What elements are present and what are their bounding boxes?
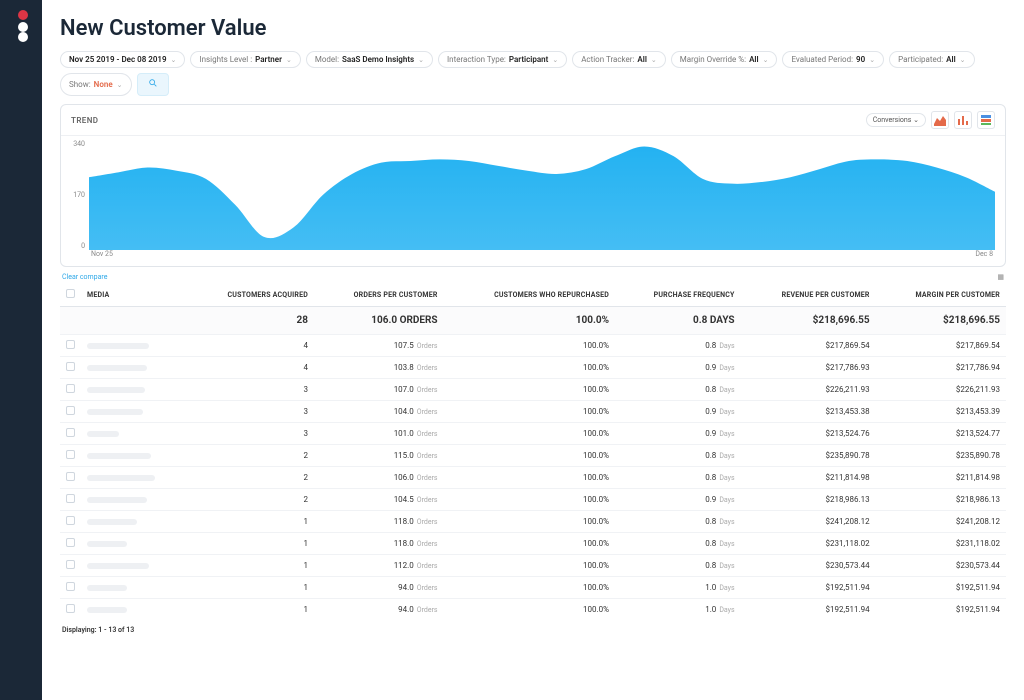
logo-dot-white-1 <box>18 22 28 32</box>
media-placeholder <box>87 453 151 459</box>
media-placeholder <box>87 475 155 481</box>
media-placeholder <box>87 343 149 349</box>
chevron-down-icon: ⌄ <box>763 56 769 64</box>
table-row[interactable]: 2106.0Orders100.0%0.8Days$211,814.98$211… <box>60 467 1006 489</box>
col-revenue[interactable]: REVENUE PER CUSTOMER <box>741 283 876 307</box>
col-frequency[interactable]: PURCHASE FREQUENCY <box>615 283 741 307</box>
row-checkbox[interactable] <box>66 472 75 481</box>
table-row[interactable]: 3101.0Orders100.0%0.9Days$213,524.76$213… <box>60 423 1006 445</box>
row-checkbox[interactable] <box>66 560 75 569</box>
table-row[interactable]: 2115.0Orders100.0%0.8Days$235,890.78$235… <box>60 445 1006 467</box>
search-button[interactable] <box>137 73 169 96</box>
filter-bar: Nov 25 2019 - Dec 08 2019⌄ Insights Level… <box>60 51 1006 96</box>
table-row[interactable]: 194.0Orders100.0%1.0Days$192,511.94$192,… <box>60 577 1006 599</box>
chart-type-stack-button[interactable] <box>977 111 995 129</box>
row-checkbox[interactable] <box>66 494 75 503</box>
row-checkbox[interactable] <box>66 384 75 393</box>
totals-row: 28106.0 ORDERS100.0%0.8 DAYS$218,696.55$… <box>60 307 1006 335</box>
col-repurchased[interactable]: CUSTOMERS WHO REPURCHASED <box>444 283 615 307</box>
chevron-down-icon: ⌄ <box>418 56 424 64</box>
table-row[interactable]: 3107.0Orders100.0%0.8Days$226,211.93$226… <box>60 379 1006 401</box>
filter-pill[interactable]: Nov 25 2019 - Dec 08 2019⌄ <box>60 51 185 68</box>
table-row[interactable]: 4107.5Orders100.0%0.8Days$217,869.54$217… <box>60 335 1006 357</box>
row-checkbox[interactable] <box>66 516 75 525</box>
show-filter[interactable]: Show: None ⌄ <box>60 73 132 96</box>
chart-x-ticks: Nov 25 Dec 8 <box>89 250 995 258</box>
table-row[interactable]: 2104.5Orders100.0%0.9Days$218,986.13$218… <box>60 489 1006 511</box>
table-row[interactable]: 1118.0Orders100.0%0.8Days$231,118.02$231… <box>60 533 1006 555</box>
media-placeholder <box>87 409 143 415</box>
trend-card: TREND Conversions ⌄ 340 170 0 Nov 25 Dec… <box>60 104 1006 267</box>
chart-y-ticks: 340 170 0 <box>65 140 85 250</box>
row-checkbox[interactable] <box>66 406 75 415</box>
row-checkbox[interactable] <box>66 428 75 437</box>
media-placeholder <box>87 519 137 525</box>
chart-metric-dropdown[interactable]: Conversions ⌄ <box>866 113 926 127</box>
trend-title: TREND <box>71 116 98 125</box>
media-placeholder <box>87 607 127 613</box>
filter-pill[interactable]: Participated:All⌄ <box>889 51 974 68</box>
chevron-down-icon: ⌄ <box>960 56 966 64</box>
data-table: MEDIA CUSTOMERS ACQUIRED ORDERS PER CUST… <box>60 283 1006 620</box>
chart-type-bar-button[interactable] <box>954 111 972 129</box>
logo-dot-red <box>18 10 28 20</box>
show-filter-label: Show: <box>69 80 91 89</box>
chevron-down-icon: ⌄ <box>286 56 292 64</box>
trend-chart <box>89 140 995 250</box>
table-row[interactable]: 194.0Orders100.0%1.0Days$192,511.94$192,… <box>60 599 1006 621</box>
table-row[interactable]: 3104.0Orders100.0%0.9Days$213,453.38$213… <box>60 401 1006 423</box>
show-filter-value: None <box>94 80 113 89</box>
filter-pill[interactable]: Interaction Type:Participant⌄ <box>438 51 567 68</box>
col-customers[interactable]: CUSTOMERS ACQUIRED <box>189 283 314 307</box>
chevron-down-icon: ⌄ <box>869 56 875 64</box>
chevron-down-icon: ⌄ <box>552 56 558 64</box>
filter-pill[interactable]: Insights Level :Partner⌄ <box>190 51 300 68</box>
logo-dot-white-2 <box>18 32 28 42</box>
chevron-down-icon: ⌄ <box>913 116 919 124</box>
filter-pill[interactable]: Margin Override %:All⌄ <box>671 51 778 68</box>
table-row[interactable]: 1118.0Orders100.0%0.8Days$241,208.12$241… <box>60 511 1006 533</box>
row-checkbox[interactable] <box>66 362 75 371</box>
row-checkbox[interactable] <box>66 450 75 459</box>
row-checkbox[interactable] <box>66 604 75 613</box>
table-row[interactable]: 4103.8Orders100.0%0.9Days$217,786.93$217… <box>60 357 1006 379</box>
col-orders[interactable]: ORDERS PER CUSTOMER <box>314 283 444 307</box>
media-placeholder <box>87 387 145 393</box>
chevron-down-icon: ⌄ <box>171 56 177 64</box>
table-row[interactable]: 1112.0Orders100.0%0.8Days$230,573.44$230… <box>60 555 1006 577</box>
col-media[interactable]: MEDIA <box>81 283 189 307</box>
page-title: New Customer Value <box>60 16 1006 41</box>
media-placeholder <box>87 497 147 503</box>
media-placeholder <box>87 365 147 371</box>
row-checkbox[interactable] <box>66 340 75 349</box>
media-placeholder <box>87 431 119 437</box>
media-placeholder <box>87 585 127 591</box>
media-placeholder <box>87 541 127 547</box>
chevron-down-icon: ⌄ <box>651 56 657 64</box>
filter-pill[interactable]: Action Tracker:All⌄ <box>572 51 666 68</box>
table-settings-icon[interactable]: ▦ <box>997 273 1004 281</box>
chart-type-area-button[interactable] <box>931 111 949 129</box>
clear-compare-link[interactable]: Clear compare <box>62 273 107 281</box>
select-all-checkbox[interactable] <box>66 289 75 298</box>
row-checkbox[interactable] <box>66 538 75 547</box>
filter-pill[interactable]: Evaluated Period:90⌄ <box>782 51 884 68</box>
table-footer: Displaying: 1 - 13 of 13 <box>60 620 1006 640</box>
search-icon <box>148 78 158 88</box>
sidebar <box>0 0 42 700</box>
media-placeholder <box>87 563 149 569</box>
chevron-down-icon: ⌄ <box>117 81 123 89</box>
filter-pill[interactable]: Model:SaaS Demo Insights⌄ <box>306 51 433 68</box>
col-margin[interactable]: MARGIN PER CUSTOMER <box>876 283 1006 307</box>
row-checkbox[interactable] <box>66 582 75 591</box>
